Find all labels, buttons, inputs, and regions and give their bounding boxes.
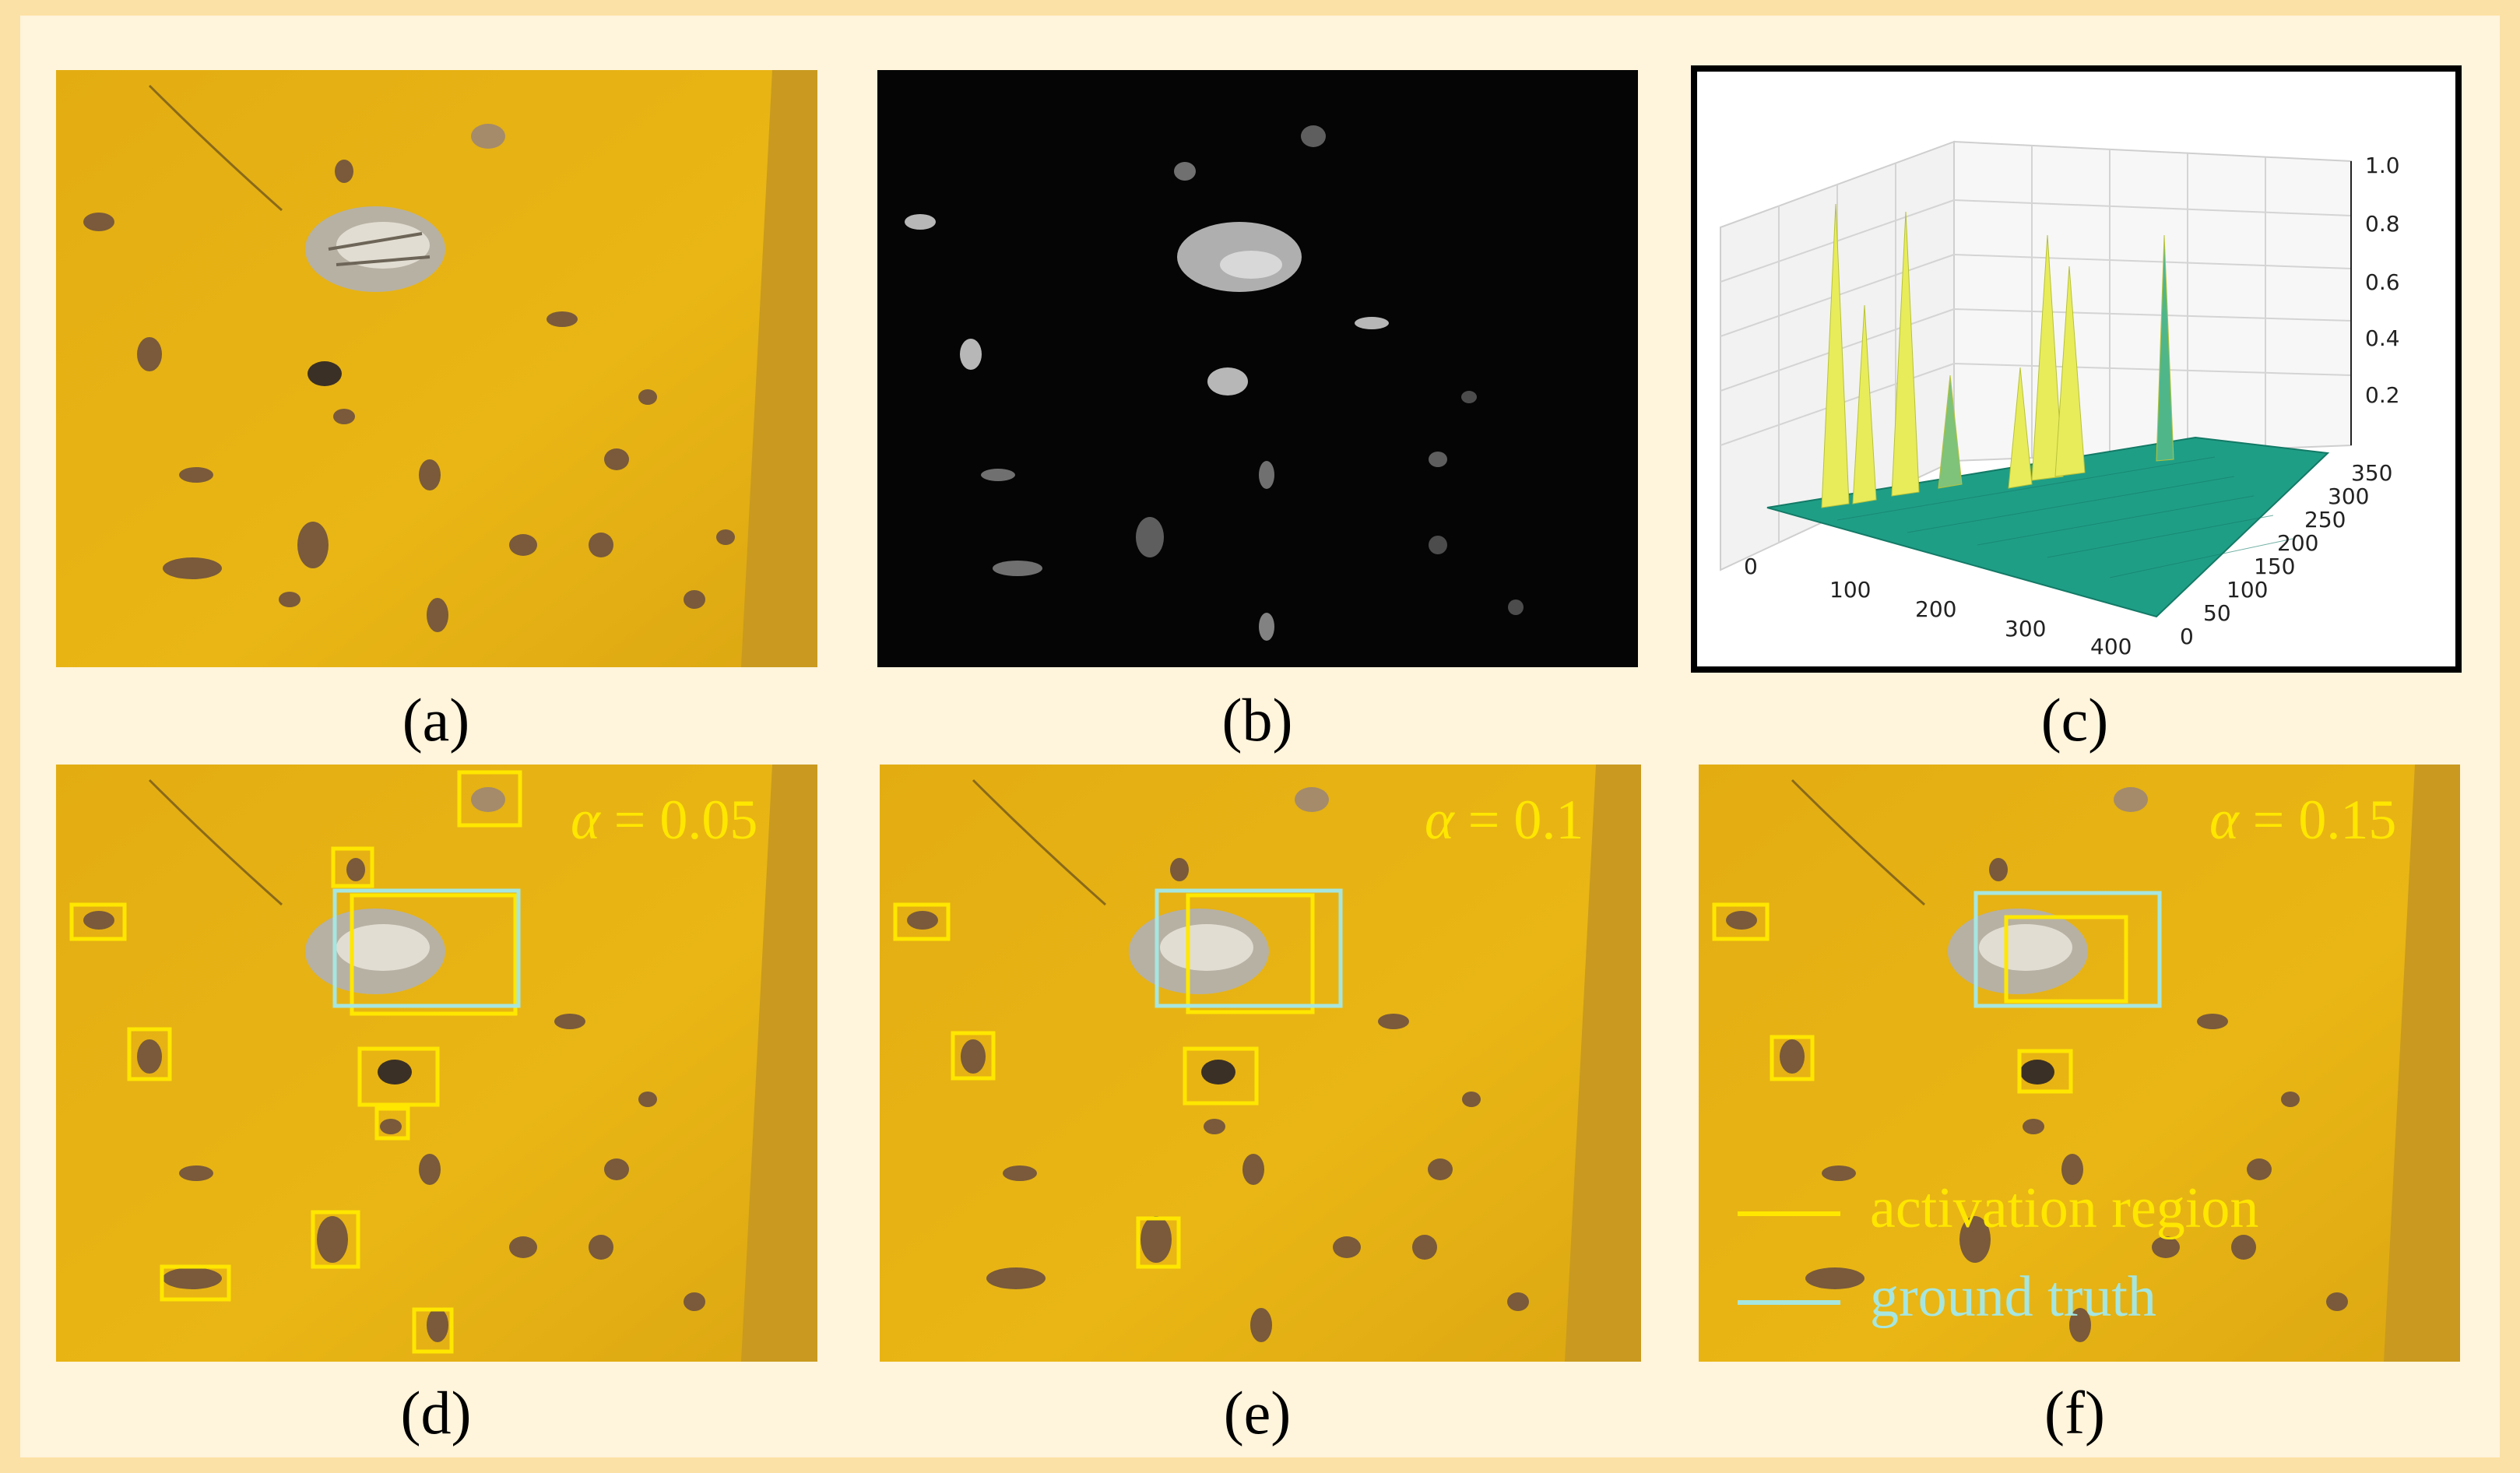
panel-d-image [56,765,817,1362]
y-tick-label: 200 [2277,530,2318,556]
caption-a: (a) [402,686,470,754]
y-tick-label: 300 [2328,483,2369,509]
x-tick-label: 100 [1829,577,1871,603]
panel-e-image [880,765,1641,1362]
surface-chart: 1.0 0.8 0.6 0.4 0.2 0 100 200 300 400 0 … [1720,140,2400,659]
y-tick-label: 150 [2254,554,2295,579]
panel-a-image [56,70,817,667]
y-tick-label: 50 [2203,600,2231,626]
caption-b: (b) [1221,686,1293,754]
caption-c: (c) [2040,686,2109,754]
z-ticks: 1.0 0.8 0.6 0.4 0.2 [2365,153,2400,408]
y-tick-label: 250 [2304,507,2346,533]
y-tick-label: 0 [2180,624,2194,649]
z-tick-label: 0.6 [2365,269,2400,295]
ground-truth-box [1155,888,1343,1008]
panel-b-image [877,70,1638,667]
legend-activation-swatch [1738,1211,1840,1216]
caption-d: (d) [400,1379,472,1447]
activation-boxes [1712,902,2128,1094]
legend-activation-label: activation region [1870,1176,2259,1240]
x-tick-label: 0 [1744,554,1758,579]
activation-boxes [69,770,522,1354]
legend-ground-truth-label: ground truth [1870,1265,2156,1329]
caption-e: (e) [1223,1379,1292,1447]
x-ticks: 0 100 200 300 400 [1744,554,2132,659]
x-tick-label: 400 [2090,634,2132,659]
y-tick-label: 350 [2351,460,2392,486]
activation-boxes [893,893,1315,1269]
y-tick-label: 100 [2227,577,2268,603]
y-ticks: 0 50 100 150 200 250 300 350 [2180,460,2392,649]
legend-ground-truth-swatch [1738,1300,1840,1305]
x-tick-label: 300 [2005,616,2046,642]
alpha-label-d: α = 0.05 [571,789,758,851]
z-tick-label: 0.2 [2365,382,2400,408]
z-tick-label: 0.8 [2365,211,2400,237]
alpha-label-e: α = 0.1 [1425,789,1584,851]
caption-f: (f) [2044,1379,2105,1447]
ground-truth-box [332,888,521,1008]
z-tick-label: 0.4 [2365,325,2400,351]
alpha-label-f: α = 0.15 [2209,789,2397,851]
x-tick-label: 200 [1915,596,1956,622]
panel-c-plot: 1.0 0.8 0.6 0.4 0.2 0 100 200 300 400 0 … [1691,65,2462,673]
ground-truth-box [1973,891,2162,1008]
panel-f-image [1699,765,2460,1362]
z-tick-label: 1.0 [2365,153,2400,178]
moth-large [305,206,445,292]
